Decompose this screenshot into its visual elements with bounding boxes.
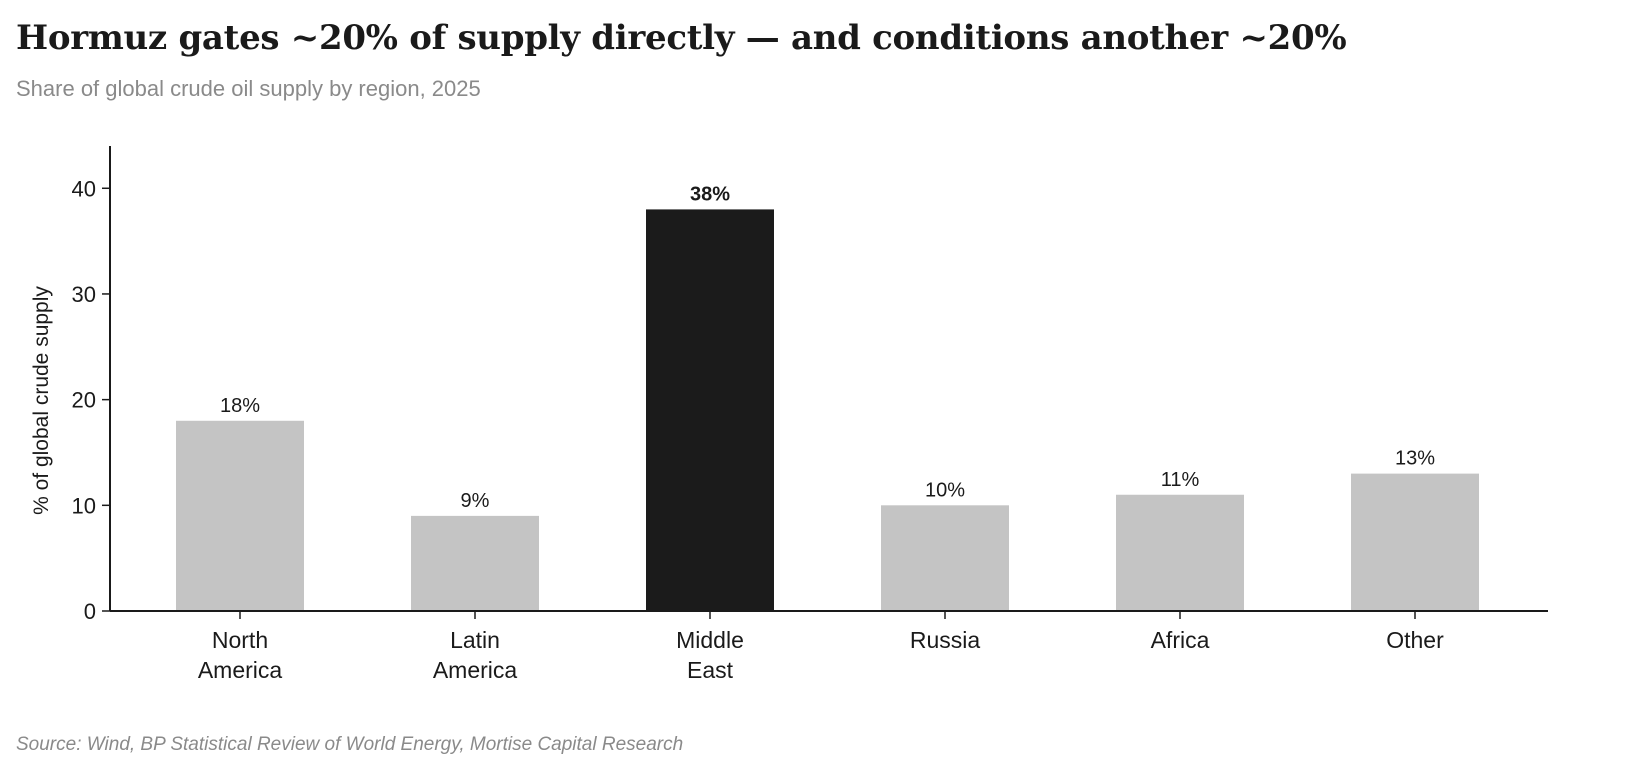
x-tick-label-line: Africa <box>1151 627 1210 653</box>
x-tick-label-line: America <box>198 657 283 683</box>
data-label-1: 9% <box>461 490 490 512</box>
x-tick-label-4: Africa <box>1151 627 1210 653</box>
x-tick-label-line: East <box>687 657 734 683</box>
x-tick-label-line: Other <box>1386 627 1444 653</box>
x-tick-label-line: Middle <box>676 627 744 653</box>
x-tick-label-line: Latin <box>450 627 500 653</box>
bar-3 <box>881 505 1009 611</box>
bar-1 <box>411 515 539 611</box>
y-tick-label-3: 30 <box>72 282 96 307</box>
x-tick-label-3: Russia <box>910 627 981 653</box>
data-label-5: 13% <box>1395 448 1435 470</box>
x-tick-label-2: Middle East <box>676 627 744 683</box>
x-tick-label-line: America <box>433 657 518 683</box>
data-label-4: 11% <box>1161 469 1200 491</box>
y-tick-label-4: 40 <box>72 176 96 201</box>
x-tick-label-1: Latin America <box>433 627 518 683</box>
data-label-3: 10% <box>925 479 965 501</box>
y-axis-title: % of global crude supply <box>30 286 53 515</box>
bar-5 <box>1351 473 1479 611</box>
data-label-0: 18% <box>220 395 260 417</box>
y-tick-label-0: 0 <box>84 599 96 624</box>
chart-subtitle: Share of global crude oil supply by regi… <box>16 76 481 101</box>
source-note: Source: Wind, BP Statistical Review of W… <box>16 734 684 755</box>
x-tick-label-5: Other <box>1386 627 1444 653</box>
bar-0 <box>176 420 304 611</box>
bar-2 <box>646 209 774 611</box>
chart-title: Hormuz gates ~20% of supply directly — a… <box>16 18 1347 58</box>
x-tick-label-line: Russia <box>910 627 981 653</box>
x-tick-label-0: North America <box>198 627 283 683</box>
y-tick-label-1: 10 <box>72 493 96 518</box>
x-tick-label-line: North <box>212 627 268 653</box>
bar-4 <box>1116 494 1244 611</box>
y-tick-label-2: 20 <box>72 388 96 413</box>
data-label-2: 38% <box>690 183 730 205</box>
